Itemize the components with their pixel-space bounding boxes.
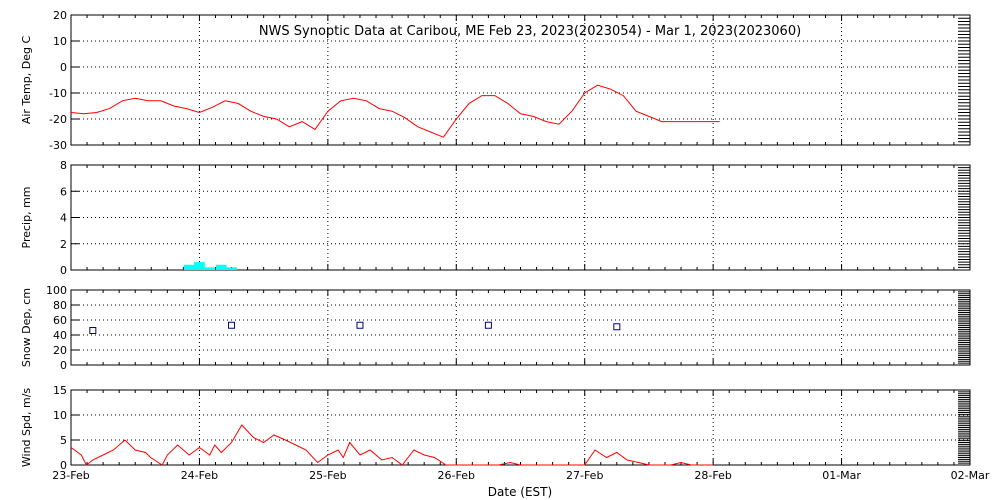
y-axis-label: Snow Dep, cm xyxy=(20,288,33,367)
y-axis-label: Wind Spd, m/s xyxy=(20,388,33,468)
chart-panel-1: 20 10 0 -10 -20 -30 Air Temp, Deg C xyxy=(20,9,971,152)
y-tick-label: 100 xyxy=(46,284,67,297)
x-tick-label: 26-Feb xyxy=(438,469,475,482)
snow-depth-marker xyxy=(356,321,364,329)
precip-bar xyxy=(215,264,227,270)
wind-speed-line xyxy=(70,424,714,466)
x-tick-label: 02-Mar xyxy=(951,469,990,482)
x-tick-label: 23-Feb xyxy=(52,469,89,482)
y-tick-label: 4 xyxy=(60,212,67,225)
precip-bar xyxy=(194,262,205,270)
y-axis-label: Air Temp, Deg C xyxy=(20,36,33,125)
precip-bar xyxy=(183,264,195,270)
y-tick-label: 20 xyxy=(53,9,67,22)
precip-bar xyxy=(204,267,216,270)
y-tick-label: -20 xyxy=(49,113,67,126)
chart-panel-2: 8 6 4 2 0 Precip, mm xyxy=(20,159,971,277)
air-temp-line xyxy=(70,84,720,138)
snow-depth-marker xyxy=(228,321,236,329)
y-tick-label: 6 xyxy=(60,185,67,198)
y-tick-label: 40 xyxy=(53,329,67,342)
precip-bar xyxy=(226,267,237,270)
y-tick-label: 15 xyxy=(53,384,67,397)
y-tick-label: 2 xyxy=(60,238,67,251)
chart-panel-4: 15 10 5 0 Wind Spd, m/s xyxy=(20,384,971,472)
y-tick-label: 0 xyxy=(60,359,67,372)
y-tick-label: 80 xyxy=(53,299,67,312)
x-axis-title: Date (EST) xyxy=(488,485,552,499)
y-tick-label: 8 xyxy=(60,159,67,172)
x-tick-label: 27-Feb xyxy=(566,469,603,482)
y-tick-label: 60 xyxy=(53,314,67,327)
y-tick-label: 20 xyxy=(53,344,67,357)
x-tick-label: 25-Feb xyxy=(309,469,346,482)
y-tick-label: 0 xyxy=(60,459,67,472)
y-tick-label: 10 xyxy=(53,35,67,48)
x-tick-label: 28-Feb xyxy=(694,469,731,482)
y-tick-label: 0 xyxy=(60,264,67,277)
plot-frame xyxy=(70,289,971,366)
plot-frame xyxy=(70,389,971,466)
x-tick-label: 01-Mar xyxy=(822,469,861,482)
figure-title: NWS Synoptic Data at Caribou, ME Feb 23,… xyxy=(259,24,801,39)
snow-depth-marker xyxy=(484,321,492,329)
y-tick-label: -30 xyxy=(49,139,67,152)
x-tick-label: 24-Feb xyxy=(181,469,218,482)
y-tick-label: -10 xyxy=(49,87,67,100)
snow-depth-marker xyxy=(89,327,97,334)
chart-panel-3: 100 80 60 40 20 0 Snow Dep, cm xyxy=(20,284,971,372)
snow-depth-marker xyxy=(613,323,621,331)
y-tick-label: 5 xyxy=(60,434,67,447)
y-axis-label: Precip, mm xyxy=(20,187,33,249)
y-tick-label: 0 xyxy=(60,61,67,74)
y-tick-label: 10 xyxy=(53,409,67,422)
